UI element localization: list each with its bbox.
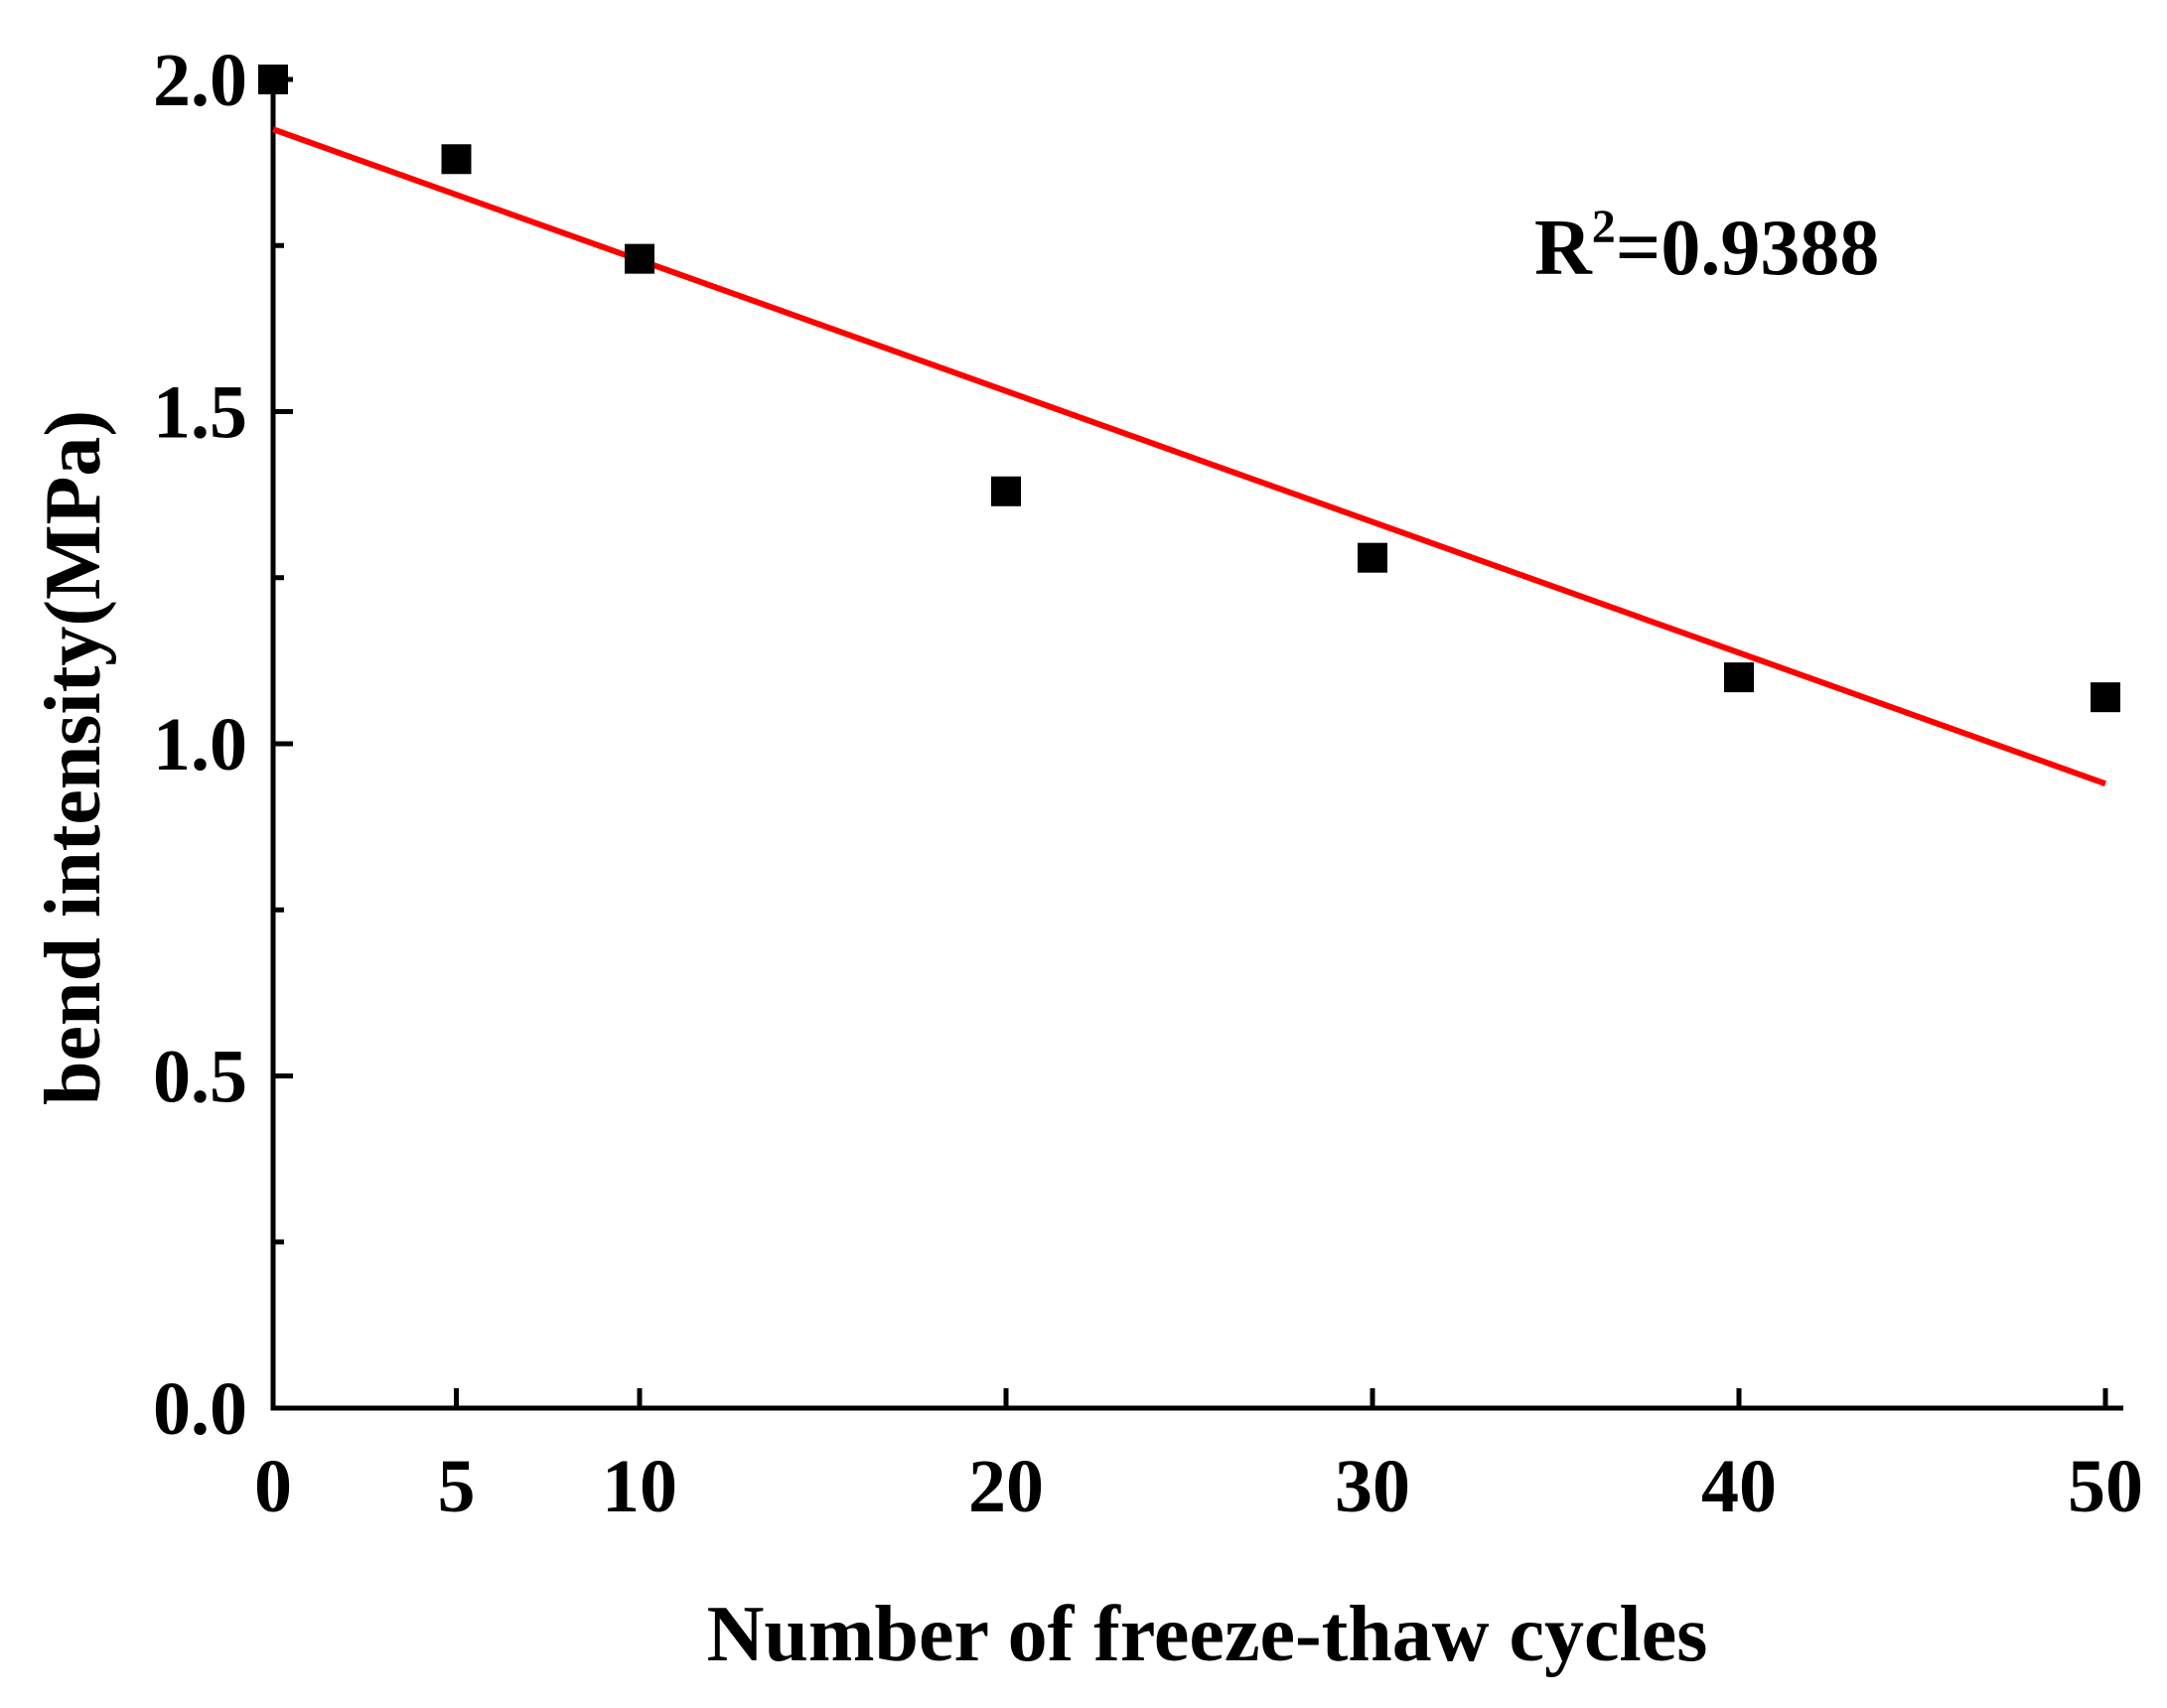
y-tick-label: 1.0: [153, 703, 247, 786]
data-point: [441, 144, 472, 175]
r-squared-annotation: R2=0.9388: [1534, 201, 1879, 292]
x-tick-label: 10: [602, 1445, 677, 1528]
y-tick-label: 0.5: [153, 1036, 247, 1119]
data-point: [991, 476, 1021, 506]
y-axis-title: bend intensity(MPa): [30, 410, 117, 1105]
x-axis-title: Number of freeze-thaw cycles: [707, 1591, 1708, 1678]
y-tick-label: 2.0: [153, 39, 247, 122]
r-squared-base: R: [1534, 205, 1593, 292]
x-tick-label: 30: [1335, 1445, 1410, 1528]
data-point: [258, 65, 288, 94]
y-tick-label: 0.0: [153, 1367, 247, 1451]
data-points: [258, 65, 2120, 713]
data-point: [625, 243, 654, 274]
data-point: [1724, 662, 1754, 693]
data-point: [1358, 542, 1387, 573]
x-ticks: 0 5 10 20 30 40 50: [254, 1388, 2143, 1528]
x-tick-label: 0: [254, 1445, 292, 1528]
x-tick-label: 20: [968, 1445, 1044, 1528]
data-point: [2091, 682, 2120, 713]
x-tick-label: 40: [1701, 1445, 1777, 1528]
fit-layer: [271, 126, 2107, 786]
y-tick-label: 1.5: [153, 371, 247, 455]
x-tick-label: 5: [438, 1445, 476, 1528]
r-squared-value: =0.9388: [1616, 205, 1880, 292]
x-tick-label: 50: [2068, 1445, 2143, 1528]
r-squared-superscript: 2: [1592, 201, 1616, 253]
fit-line: [271, 126, 2107, 786]
y-ticks: 0.0 0.5 1.0 1.5 2.0: [153, 39, 293, 1451]
